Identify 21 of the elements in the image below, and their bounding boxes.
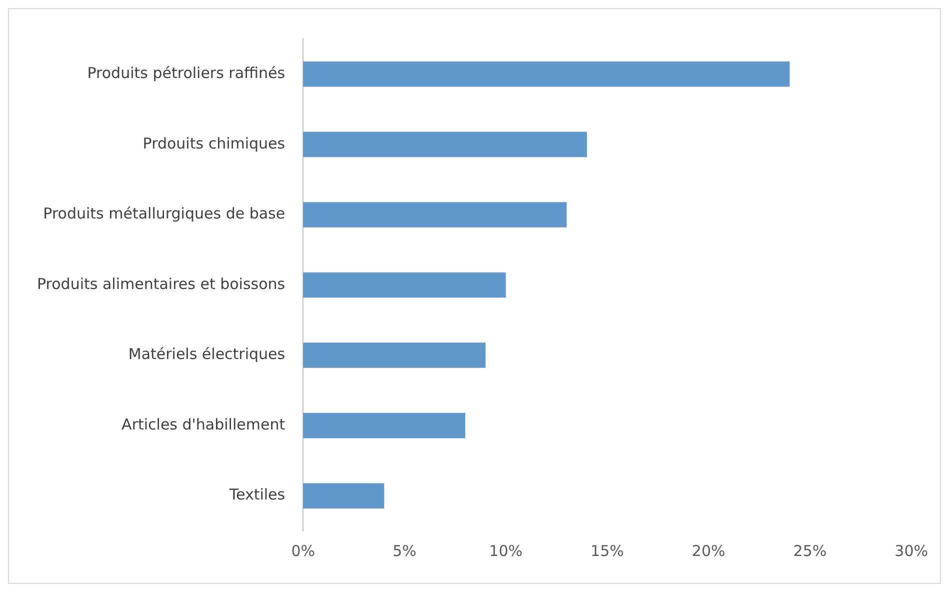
bar [303,483,384,509]
x-tick-label: 10% [489,542,523,560]
x-tick-label: 20% [692,542,726,560]
x-tick-label: 5% [392,542,416,560]
x-tick-label: 25% [793,542,827,560]
bar [303,342,486,368]
bar [303,61,790,87]
y-tick-label: Prdouits chimiques [142,134,286,152]
x-tick-label: 15% [590,542,624,560]
y-tick-label: Textiles [228,486,286,504]
y-tick-label: Articles d'habillement [122,415,286,434]
x-tick-label: 30% [894,542,928,560]
bar [303,272,506,298]
x-tick-label: 0% [291,542,315,560]
bar [303,132,587,158]
bar [303,202,567,228]
y-tick-label: Produits métallurgiques de base [43,204,286,223]
y-tick-label: Produits alimentaires et boissons [37,274,286,293]
y-tick-label: Produits pétroliers raffinés [87,64,286,82]
bar [303,412,466,438]
y-tick-label: Matériels électriques [128,345,286,364]
